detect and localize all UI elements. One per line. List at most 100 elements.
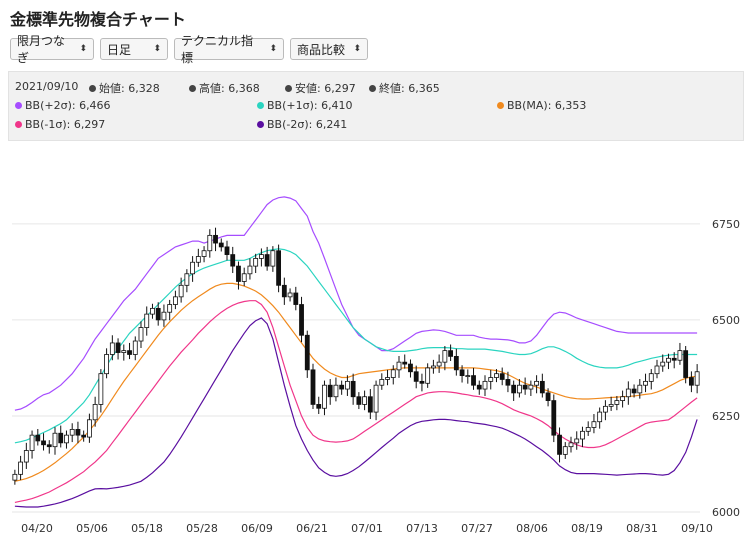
candle-body — [121, 350, 127, 353]
candle-body — [58, 432, 64, 444]
candle-body — [310, 369, 316, 405]
candle-body — [608, 404, 614, 407]
candle-body — [385, 377, 390, 380]
candle-body — [408, 363, 413, 373]
candle-body — [138, 327, 144, 342]
candle-body — [551, 400, 557, 436]
info-date: 2021/09/10 — [15, 80, 79, 93]
info-bb-m1-text: BB(-1σ): 6,297 — [25, 118, 106, 131]
candle-body — [430, 365, 436, 369]
candle-body — [534, 380, 540, 386]
x-tick-label: 09/10 — [681, 522, 713, 535]
candle-body — [115, 342, 121, 353]
info-open: 始値: 6,328 — [89, 80, 160, 96]
candle-body — [568, 442, 574, 448]
candle-body — [247, 265, 253, 275]
candle-body — [614, 400, 620, 405]
candle-body — [184, 273, 190, 286]
period-select[interactable]: 日足 ⬍ — [100, 38, 168, 60]
candle-body — [585, 427, 591, 432]
info-bb-m2: BB(-2σ): 6,241 — [257, 118, 347, 131]
candle-body — [516, 384, 522, 394]
contract-select[interactable]: 限月つなぎ ⬍ — [10, 34, 94, 65]
candle-body — [505, 379, 511, 386]
x-tick-label: 07/13 — [406, 522, 438, 535]
candle-body — [41, 440, 46, 446]
candle-body — [104, 354, 110, 375]
y-tick-label: 6500 — [712, 314, 740, 327]
bb-plus1-line — [14, 248, 698, 444]
candle-body — [671, 357, 677, 361]
info-close: 終値: 6,365 — [369, 80, 440, 96]
x-tick-label: 06/09 — [241, 522, 273, 535]
info-bb-p1-text: BB(+1σ): 6,410 — [267, 99, 353, 112]
candle-body — [488, 377, 494, 382]
candle-body — [86, 419, 92, 438]
candle-body — [207, 234, 213, 252]
candle-body — [350, 380, 356, 398]
candle-body — [195, 256, 201, 263]
candle-body — [631, 388, 637, 394]
bb-plus2-line — [14, 196, 698, 411]
x-tick-label: 07/01 — [351, 522, 383, 535]
candle-body — [155, 307, 161, 321]
candle-body — [688, 377, 694, 386]
candle-body — [660, 361, 666, 367]
contract-select-label: 限月つなぎ — [17, 34, 66, 65]
candle-body — [35, 434, 41, 442]
compare-select-label: 商品比較 — [297, 42, 346, 57]
bb-minus1-line — [14, 300, 698, 503]
candle-body — [81, 434, 87, 438]
candle-body — [52, 432, 58, 448]
candle-body — [413, 371, 419, 382]
indicator-select-label: テクニカル指標 — [181, 34, 254, 65]
candle-body — [597, 411, 603, 423]
candle-body — [419, 380, 425, 384]
candle-body — [287, 292, 293, 298]
candle-body — [442, 350, 448, 363]
candle-body — [23, 450, 29, 463]
info-high-text: 高値: 6,368 — [199, 82, 260, 95]
y-tick-label: 6250 — [712, 410, 740, 423]
candle-body — [591, 421, 597, 428]
candle-body — [694, 371, 700, 386]
candle-body — [150, 307, 155, 315]
candle-body — [213, 234, 218, 244]
bb-minus2-line — [14, 317, 698, 508]
legend-swatch-bb-ma — [497, 102, 504, 109]
info-close-text: 終値: 6,365 — [379, 82, 440, 95]
candle-body — [643, 380, 648, 386]
candle-body — [201, 250, 207, 257]
x-tick-label: 08/06 — [516, 522, 548, 535]
candle-body — [304, 334, 310, 371]
candle-body — [276, 250, 282, 286]
candle-body — [637, 384, 643, 394]
candle-body — [453, 355, 459, 371]
updown-icon: ⬍ — [153, 44, 161, 54]
candle-body — [127, 350, 132, 355]
info-bb-m1: BB(-1σ): 6,297 — [15, 118, 105, 131]
candle-body — [620, 396, 626, 401]
page-title: 金標準先物複合チャート — [10, 10, 186, 29]
x-tick-label: 08/31 — [626, 522, 658, 535]
candle-body — [98, 373, 104, 405]
candle-body — [362, 396, 368, 405]
compare-select[interactable]: 商品比較 ⬍ — [290, 38, 368, 60]
candle-body — [494, 373, 499, 378]
candle-body — [379, 379, 385, 386]
info-high: 高値: 6,368 — [189, 80, 260, 96]
candle-body — [167, 304, 173, 313]
bb-ma-line — [14, 282, 698, 482]
candle-body — [327, 384, 333, 398]
bullet-icon — [369, 85, 376, 92]
candle-body — [545, 392, 551, 401]
candle-body — [499, 373, 505, 380]
indicator-select[interactable]: テクニカル指標 ⬍ — [174, 34, 284, 65]
candle-body — [12, 473, 18, 481]
legend-swatch-bb-p1 — [257, 102, 264, 109]
candle-body — [253, 258, 259, 267]
candle-body — [580, 430, 585, 440]
updown-icon: ⬍ — [79, 44, 87, 54]
info-bb-p1: BB(+1σ): 6,410 — [257, 99, 353, 112]
